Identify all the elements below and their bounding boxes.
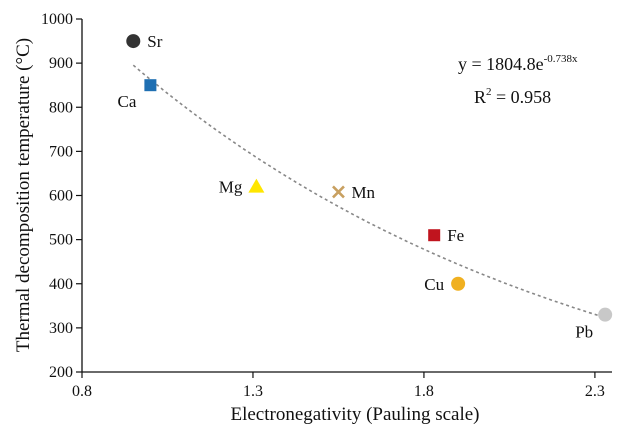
point-mg-label: Mg (219, 178, 243, 197)
point-mn-label: Mn (351, 183, 375, 202)
point-ca-label: Ca (117, 92, 136, 111)
y-tick-label: 900 (49, 55, 73, 72)
y-tick-label: 800 (49, 99, 73, 116)
point-fe-label: Fe (447, 226, 464, 245)
x-tick-label: 1.3 (243, 383, 263, 400)
x-tick-label: 1.8 (414, 383, 434, 400)
data-points (126, 34, 613, 322)
y-tick-label: 600 (49, 188, 73, 205)
point-mn-stroke-b (332, 185, 345, 199)
trend-equation: y = 1804.8e-0.738x (458, 53, 578, 74)
point-mg (248, 178, 265, 193)
y-tick-label: 700 (49, 143, 73, 160)
trendline (132, 64, 606, 319)
ticks: 0.8 1.3 1.8 2.3 200 300 400 500 600 700 800 900 1000 (41, 11, 605, 400)
point-sr (126, 34, 141, 49)
point-cu-label: Cu (424, 275, 444, 294)
point-cu (451, 276, 466, 291)
point-sr-label: Sr (147, 32, 162, 51)
x-tick-label: 0.8 (72, 383, 92, 400)
y-axis-title: Thermal decomposition temperature (°C) (13, 38, 34, 352)
y-tick-label: 500 (49, 232, 73, 249)
point-labels: Sr Ca Mg Mn Fe Cu Pb (117, 32, 593, 342)
y-tick-label: 300 (49, 320, 73, 337)
point-mn (332, 185, 345, 199)
r-squared: R2 = 0.958 (474, 86, 551, 107)
y-tick-label: 200 (49, 364, 73, 381)
point-fe (428, 229, 441, 242)
point-pb (598, 307, 613, 322)
point-pb-label: Pb (575, 323, 593, 342)
y-tick-label: 400 (49, 276, 73, 293)
x-axis-title: Electronegativity (Pauling scale) (230, 404, 479, 425)
x-tick-label: 2.3 (585, 383, 605, 400)
point-ca (144, 79, 157, 92)
y-tick-label: 1000 (41, 11, 73, 28)
